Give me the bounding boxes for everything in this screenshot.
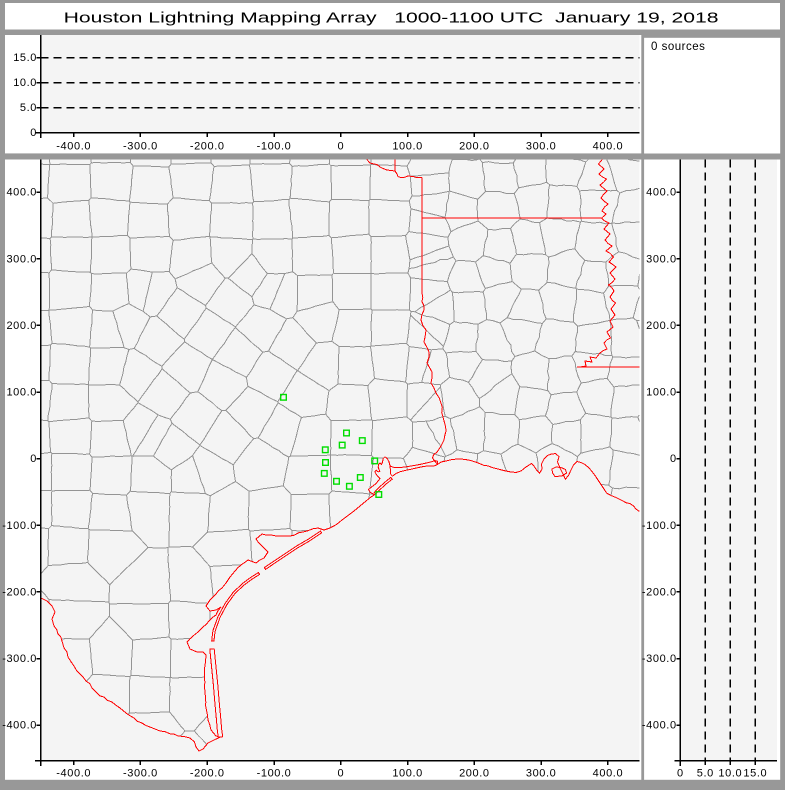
svg-text:-300.0: -300.0 [642, 653, 677, 665]
svg-text:300.0: 300.0 [6, 253, 37, 265]
svg-text:-300.0: -300.0 [123, 141, 158, 153]
svg-text:200.0: 200.0 [6, 320, 37, 332]
svg-text:Houston Lightning Mapping Arra: Houston Lightning Mapping Array 1000-110… [64, 10, 719, 27]
svg-text:400.0: 400.0 [646, 187, 677, 199]
svg-text:15.0: 15.0 [743, 768, 767, 780]
svg-text:-300.0: -300.0 [123, 768, 158, 780]
svg-text:0: 0 [677, 768, 684, 780]
svg-text:400.0: 400.0 [593, 141, 624, 153]
svg-text:100.0: 100.0 [6, 387, 37, 399]
svg-text:400.0: 400.0 [593, 768, 624, 780]
svg-text:-200.0: -200.0 [190, 141, 225, 153]
svg-text:10.0: 10.0 [13, 77, 37, 89]
svg-text:-400.0: -400.0 [56, 768, 91, 780]
svg-text:0: 0 [30, 127, 37, 139]
svg-text:300.0: 300.0 [526, 768, 557, 780]
svg-text:5.0: 5.0 [697, 768, 714, 780]
svg-text:0: 0 [670, 453, 677, 465]
svg-text:-200.0: -200.0 [642, 586, 677, 598]
svg-text:200.0: 200.0 [459, 141, 490, 153]
svg-text:0: 0 [30, 453, 37, 465]
svg-text:200.0: 200.0 [459, 768, 490, 780]
svg-text:-100.0: -100.0 [257, 141, 292, 153]
svg-text:-400.0: -400.0 [642, 720, 677, 732]
svg-text:100.0: 100.0 [392, 768, 423, 780]
svg-text:-100.0: -100.0 [642, 520, 677, 532]
svg-text:300.0: 300.0 [646, 253, 677, 265]
svg-text:100.0: 100.0 [646, 387, 677, 399]
svg-text:-400.0: -400.0 [56, 141, 91, 153]
svg-text:0: 0 [337, 768, 344, 780]
svg-text:-200.0: -200.0 [2, 586, 37, 598]
svg-text:15.0: 15.0 [13, 52, 37, 64]
svg-text:10.0: 10.0 [718, 768, 742, 780]
svg-text:0 sources: 0 sources [651, 41, 705, 53]
svg-text:300.0: 300.0 [526, 141, 557, 153]
svg-text:200.0: 200.0 [646, 320, 677, 332]
svg-text:0: 0 [337, 141, 344, 153]
svg-text:-100.0: -100.0 [2, 520, 37, 532]
svg-text:-200.0: -200.0 [190, 768, 225, 780]
svg-text:5.0: 5.0 [20, 102, 37, 114]
svg-text:-100.0: -100.0 [257, 768, 292, 780]
svg-text:100.0: 100.0 [392, 141, 423, 153]
svg-text:400.0: 400.0 [6, 187, 37, 199]
svg-text:-300.0: -300.0 [2, 653, 37, 665]
svg-text:-400.0: -400.0 [2, 720, 37, 732]
